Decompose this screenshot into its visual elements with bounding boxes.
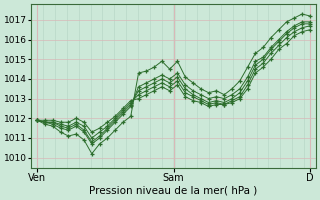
X-axis label: Pression niveau de la mer( hPa ): Pression niveau de la mer( hPa ) (90, 186, 258, 196)
